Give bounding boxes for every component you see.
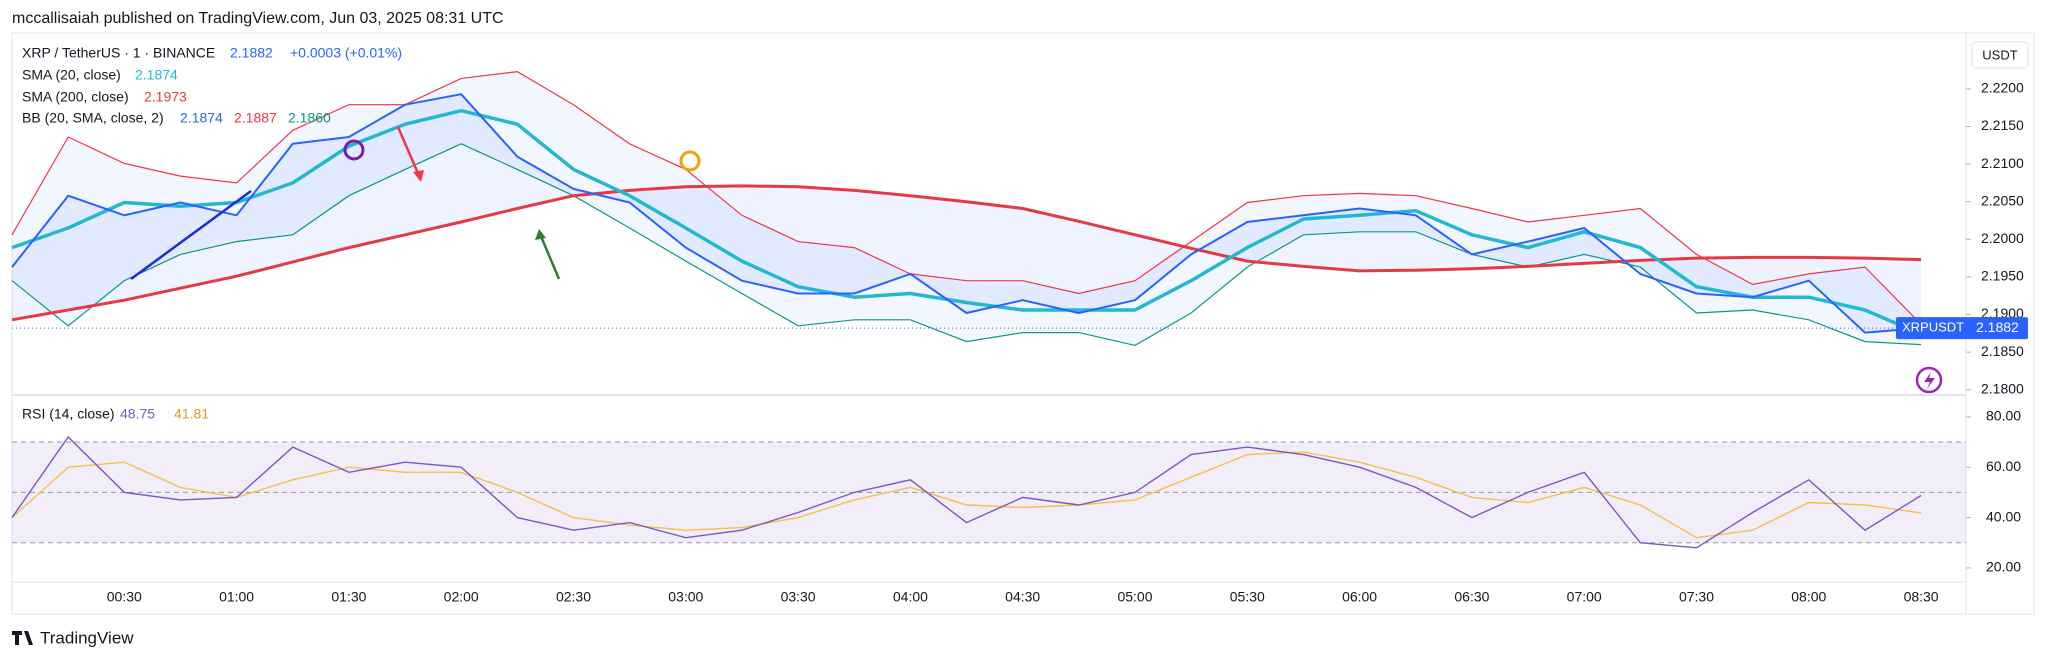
arrow-head bbox=[535, 229, 546, 240]
y-tick-label: 2.2050 bbox=[1981, 192, 2024, 208]
y-tick-label: 40.00 bbox=[1986, 508, 2021, 524]
legend-sma200-value: 2.1973 bbox=[144, 89, 187, 105]
x-tick-label: 08:00 bbox=[1791, 589, 1826, 605]
price-line bbox=[11, 108, 1922, 336]
y-tick-label: 2.1950 bbox=[1981, 268, 2024, 284]
legend-bb-lower: 2.1860 bbox=[288, 110, 331, 126]
bb-lower bbox=[11, 143, 1922, 347]
brand: TradingView bbox=[12, 628, 134, 647]
y-tick-label: 2.1800 bbox=[1981, 380, 2024, 396]
y-tick-label: 2.2000 bbox=[1981, 230, 2024, 246]
x-tick-label: 07:00 bbox=[1567, 589, 1602, 605]
x-tick-label: 00:30 bbox=[107, 589, 142, 605]
y-tick-label: 60.00 bbox=[1986, 458, 2021, 474]
y-tick-label: 20.00 bbox=[1986, 559, 2021, 575]
legend-change: +0.0003 (+0.01%) bbox=[290, 45, 402, 61]
y-tick-label: 2.2100 bbox=[1981, 155, 2024, 171]
bb-upper bbox=[11, 70, 1922, 325]
arrow-down[interactable] bbox=[396, 126, 422, 179]
x-tick-label: 04:30 bbox=[1005, 589, 1040, 605]
legend-price: 2.1882 bbox=[230, 45, 273, 61]
price-line bbox=[11, 93, 1922, 334]
chart-frame bbox=[11, 32, 2035, 615]
legend-rsi-ma-value: 41.81 bbox=[174, 406, 209, 422]
legend-rsi: RSI (14, close) bbox=[22, 406, 115, 422]
y-tick-label: 2.2150 bbox=[1981, 117, 2024, 133]
x-tick-label: 01:00 bbox=[219, 589, 254, 605]
brand-name: TradingView bbox=[40, 628, 134, 647]
legend-bb-upper: 2.1887 bbox=[234, 110, 277, 126]
legend: XRP / TetherUS · 1 · BINANCE 2.1882 +0.0… bbox=[22, 45, 402, 422]
arrow-up[interactable] bbox=[538, 233, 561, 280]
y-tick-label: 80.00 bbox=[1986, 408, 2021, 424]
plot: 2.18002.18502.19002.19502.20002.20502.21… bbox=[11, 70, 2028, 605]
legend-sma20: SMA (20, close) bbox=[22, 67, 121, 83]
price-tag bbox=[1896, 317, 2028, 340]
x-tick-label: 08:30 bbox=[1904, 589, 1939, 605]
x-tick-label: 02:30 bbox=[556, 589, 591, 605]
currency: USDT bbox=[1982, 47, 2017, 62]
y-tick-label: 2.1850 bbox=[1981, 343, 2024, 359]
price-tag-ticker: XRPUSDT bbox=[1902, 320, 1964, 335]
legend-rsi-value: 48.75 bbox=[120, 406, 155, 422]
legend-sma20-value: 2.1874 bbox=[135, 67, 178, 83]
legend-symbol: XRP / TetherUS · 1 · BINANCE bbox=[22, 45, 215, 61]
rsi-line bbox=[11, 451, 1922, 539]
brand-logo bbox=[12, 631, 33, 645]
trend-line[interactable] bbox=[130, 189, 252, 281]
drawings bbox=[130, 126, 1943, 394]
legend-sma200: SMA (200, close) bbox=[22, 89, 129, 105]
circle-marker[interactable] bbox=[679, 150, 701, 172]
currency-box[interactable] bbox=[1971, 41, 2029, 69]
legend-bb: BB (20, SMA, close, 2) bbox=[22, 110, 164, 126]
x-tick-label: 03:30 bbox=[781, 589, 816, 605]
legend-bb-basis: 2.1874 bbox=[180, 110, 223, 126]
price-area bbox=[12, 94, 1922, 333]
publish-note: mccallisaiah published on TradingView.co… bbox=[12, 10, 504, 27]
circle-marker[interactable] bbox=[343, 139, 365, 161]
x-tick-label: 07:30 bbox=[1679, 589, 1714, 605]
price-tag-value: 2.1882 bbox=[1976, 319, 2019, 335]
x-tick-label: 06:30 bbox=[1454, 589, 1489, 605]
alert-icon[interactable] bbox=[1915, 366, 1943, 394]
x-tick-label: 06:00 bbox=[1342, 589, 1377, 605]
x-tick-label: 04:00 bbox=[893, 589, 928, 605]
x-tick-label: 05:00 bbox=[1117, 589, 1152, 605]
price-line bbox=[11, 184, 1922, 322]
x-tick-label: 03:00 bbox=[668, 589, 703, 605]
y-tick-label: 2.2200 bbox=[1981, 80, 2024, 96]
bb-fill bbox=[12, 71, 1922, 346]
arrow-head bbox=[413, 170, 424, 182]
rsi-line bbox=[11, 435, 1922, 549]
x-tick-label: 05:30 bbox=[1230, 589, 1265, 605]
alert-bolt bbox=[1924, 372, 1935, 389]
x-tick-label: 01:30 bbox=[331, 589, 366, 605]
x-tick-label: 02:00 bbox=[444, 589, 479, 605]
